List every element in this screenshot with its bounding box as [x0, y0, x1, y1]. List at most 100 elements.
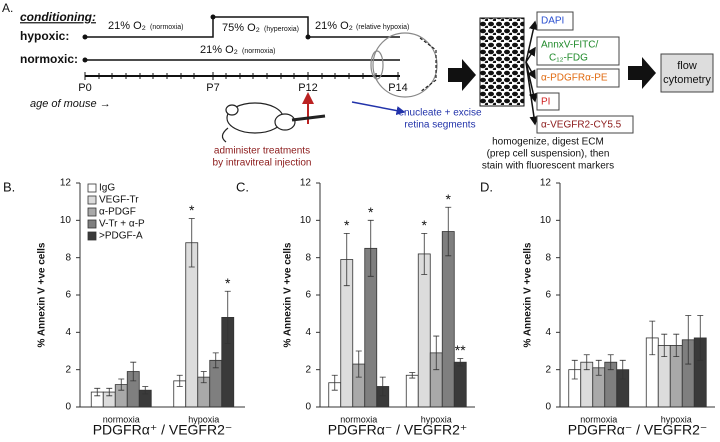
y-tick-label: 10 [540, 215, 552, 226]
panel-label: A. [2, 1, 13, 15]
error-bar [649, 320, 656, 356]
processing-text: (prep cell suspension), then [487, 149, 610, 160]
error-bar [367, 219, 374, 277]
error-bar [200, 371, 207, 384]
day-label: P7 [206, 82, 219, 94]
y-tick-label: 4 [65, 327, 71, 338]
error-bar [697, 315, 704, 361]
excise-text: enucleate + excise [398, 108, 482, 119]
error-bar [142, 386, 149, 395]
error-bar [685, 315, 692, 365]
significance: * [422, 217, 428, 233]
y-tick-label: 6 [545, 290, 551, 301]
day-label: P12 [298, 82, 318, 94]
phase-o2: 21% O₂ [315, 20, 353, 32]
y-tick-label: 12 [60, 178, 72, 189]
error-bar [607, 354, 614, 371]
marker-box [536, 115, 634, 134]
y-tick-label: 8 [305, 252, 311, 263]
marker: α-VEGFR2-CY5.5 [541, 120, 622, 131]
error-bar [355, 350, 362, 378]
error-bar [94, 387, 101, 397]
phase-o2: 75% O₂ [222, 22, 260, 34]
error-bar [176, 374, 183, 387]
significance: * [446, 191, 452, 207]
legend-label: >PDGF-A [99, 231, 143, 242]
error-bar [619, 359, 626, 380]
error-bar [409, 372, 416, 379]
x-tick-label: hypoxia [661, 414, 692, 424]
bar [453, 361, 467, 408]
x-tick-label: normoxia [580, 414, 617, 424]
y-axis-title: % Annexin V +ve cells [37, 242, 48, 347]
bar [441, 231, 455, 408]
y-tick-label: 0 [305, 402, 311, 413]
excise-text: retina segments [404, 120, 475, 131]
error-bar [106, 387, 113, 397]
y-tick-label: 6 [305, 290, 311, 301]
error-bar [673, 333, 680, 357]
bar [405, 374, 419, 408]
error-bar [224, 290, 231, 344]
phase-note: (normoxia) [150, 24, 183, 31]
y-tick-label: 10 [60, 215, 72, 226]
y-tick-label: 2 [305, 364, 311, 375]
y-tick-label: 12 [540, 178, 552, 189]
error-bar [571, 359, 578, 380]
heading: conditioning: [20, 10, 96, 24]
legend-swatch [87, 183, 97, 193]
y-tick-label: 0 [545, 402, 551, 413]
phase-o2: 21% O₂ [108, 20, 146, 32]
error-bar [433, 335, 440, 371]
marker: AnnxV-FITC/ [541, 40, 598, 51]
marker: C₁₂-FDG [549, 53, 588, 64]
marker: PI [541, 97, 550, 108]
age-ticks [84, 72, 399, 80]
x-axis-title: PDGFRα⁻ / VEGFR2⁻ [568, 422, 708, 438]
y-tick-label: 6 [65, 290, 71, 301]
output-text: cytometry [663, 74, 711, 86]
significance: * [225, 275, 231, 291]
y-tick-label: 8 [545, 252, 551, 263]
error-bar [457, 358, 464, 367]
x-axis-title: PDGFRα⁻ / VEGFR2⁺ [328, 422, 468, 438]
error-bar [379, 376, 386, 397]
block-arrow [448, 59, 476, 91]
y-axis-title: % Annexin V +ve cells [523, 242, 534, 347]
error-bar [583, 354, 590, 371]
processing-text: stain with fluorescent markers [482, 161, 614, 172]
significance: * [368, 204, 374, 220]
injection-text: administer treatments [214, 146, 310, 157]
y-tick-label: 0 [65, 402, 71, 413]
excise-arrow [351, 101, 406, 116]
cell-suspension [479, 17, 525, 107]
legend-label: VEGF-Tr [99, 195, 139, 206]
dot [82, 57, 88, 63]
phase-note: (hyperoxia) [264, 26, 299, 33]
output-box [660, 53, 714, 93]
dot [82, 34, 88, 40]
bar [417, 253, 431, 408]
y-tick-label: 2 [65, 364, 71, 375]
marker-box [536, 36, 620, 66]
injection-text: by intravitreal injection [213, 158, 312, 169]
day-label: P14 [388, 82, 408, 94]
hypoxic-timeline [85, 16, 400, 38]
y-tick-label: 4 [545, 327, 551, 338]
y-axis-title: % Annexin V +ve cells [283, 242, 294, 347]
y-tick-label: 8 [65, 252, 71, 263]
marker-box [536, 11, 574, 31]
legend-swatch [87, 219, 97, 229]
processing-text: homogenize, digest ECM [492, 137, 604, 148]
phase-note: (relative hypoxia) [356, 24, 409, 31]
x-axis-title: PDGFRα⁺ / VEGFR2⁻ [93, 422, 233, 438]
panel-label: B. [3, 179, 15, 194]
legend-swatch [87, 195, 97, 205]
row-label: hypoxic: [20, 29, 69, 43]
legend-swatch [87, 231, 97, 241]
error-bar [188, 218, 195, 268]
y-tick-label: 12 [300, 178, 312, 189]
panel-label: C. [236, 179, 249, 194]
eye-icon [370, 32, 438, 98]
